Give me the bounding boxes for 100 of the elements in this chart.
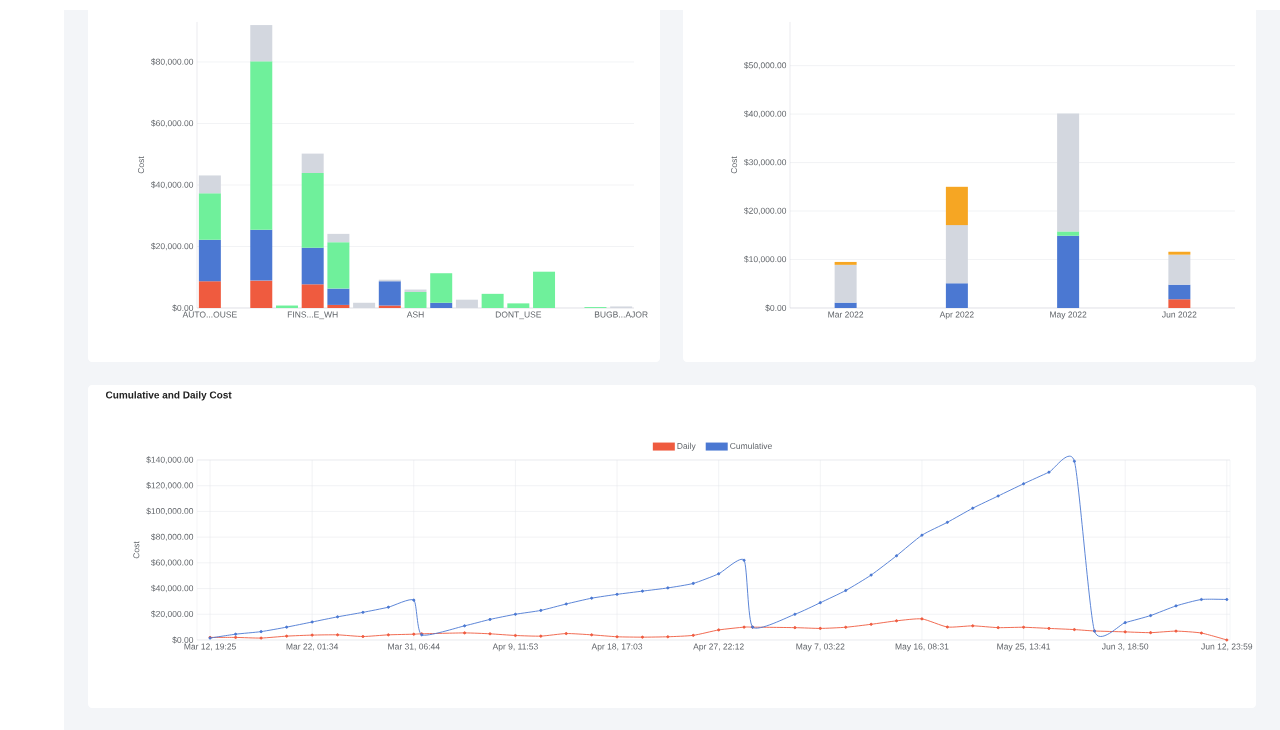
y-tick-label: $80,000.00 — [151, 58, 194, 66]
point — [793, 612, 797, 616]
x-tick-label: AUTO...OUSE — [182, 311, 237, 318]
point — [259, 636, 263, 640]
point — [463, 631, 467, 635]
point — [386, 633, 390, 637]
x-tick-label: Apr 27, 22:12 — [693, 643, 744, 652]
point — [691, 581, 695, 585]
point — [640, 635, 645, 639]
bar — [430, 273, 453, 303]
y-tick-label: $40,000.00 — [151, 584, 194, 593]
x-tick-label: Apr 9, 11:53 — [492, 643, 538, 652]
point — [996, 494, 1000, 498]
point — [691, 633, 695, 637]
point — [1047, 626, 1051, 630]
bar — [945, 186, 968, 226]
x-tick-label: BUGB...AJOR — [594, 311, 648, 318]
point — [1225, 638, 1229, 642]
point — [1047, 470, 1051, 474]
x-tick-label: Apr 2022 — [939, 311, 974, 320]
point — [971, 506, 975, 510]
y-tick-label: $20,000.00 — [744, 207, 787, 215]
bar — [404, 292, 427, 308]
bar — [301, 153, 324, 173]
bar — [1168, 254, 1191, 285]
x-tick-label: May 25, 13:41 — [997, 643, 1051, 652]
point — [590, 633, 594, 637]
point — [971, 624, 975, 628]
y-tick-label: $0.00 — [172, 304, 194, 312]
point — [1022, 625, 1026, 629]
x-tick-label: May 16, 08:31 — [895, 643, 949, 652]
bar — [1057, 113, 1080, 232]
bar — [250, 25, 273, 62]
x-tick-label: ASH — [406, 311, 424, 318]
point — [539, 608, 543, 612]
point — [513, 633, 517, 638]
bar — [301, 247, 324, 285]
point — [742, 558, 746, 562]
x-tick-label: Mar 12, 19:25 — [184, 643, 236, 651]
x-tick-label: DONT_USE — [495, 311, 542, 320]
bar — [1168, 251, 1191, 255]
point — [361, 610, 365, 614]
point — [539, 634, 543, 638]
y-tick-label: $60,000.00 — [151, 119, 194, 128]
y-tick-label: $120,000.00 — [146, 482, 194, 490]
point — [590, 596, 594, 600]
point — [310, 633, 314, 637]
x-tick-label: Mar 31, 06:44 — [388, 643, 440, 651]
y-tick-label: $30,000.00 — [744, 158, 787, 167]
point — [945, 520, 949, 524]
point — [996, 626, 1000, 630]
x-tick-label: FINS...E_WH — [287, 311, 338, 320]
point — [717, 572, 721, 576]
point — [894, 554, 899, 558]
bar — [834, 302, 857, 308]
point — [412, 632, 416, 636]
bar — [378, 281, 401, 306]
point — [920, 533, 924, 537]
bar — [507, 303, 530, 308]
point — [336, 633, 340, 637]
point — [615, 592, 619, 596]
bar — [250, 61, 273, 230]
y-tick-label: $40,000.00 — [744, 110, 787, 118]
y-tick-label: $60,000.00 — [151, 559, 194, 567]
point — [386, 605, 390, 609]
bar — [430, 302, 453, 308]
point — [742, 625, 746, 629]
point — [1072, 628, 1076, 632]
bar — [327, 233, 350, 243]
x-tick-label: Jun 12, 23:59 — [1201, 643, 1253, 651]
point — [285, 634, 289, 638]
point — [844, 588, 848, 593]
point — [844, 625, 848, 629]
point — [1072, 459, 1076, 463]
point — [310, 620, 314, 624]
point — [412, 598, 416, 602]
bar — [1057, 235, 1080, 308]
bar — [198, 239, 221, 282]
point — [869, 573, 873, 577]
bar — [1168, 299, 1191, 308]
y-axis-title: Cost — [731, 156, 738, 174]
legend-label: Cumulative — [730, 442, 772, 449]
point — [1123, 621, 1127, 625]
point — [1022, 482, 1026, 486]
point — [717, 628, 721, 632]
bar — [834, 261, 857, 265]
bar — [250, 229, 273, 281]
chart-title: Cumulative and Daily Cost — [105, 391, 232, 401]
point — [336, 615, 340, 619]
point — [1174, 629, 1178, 633]
point — [1199, 597, 1203, 602]
point — [259, 630, 263, 634]
y-tick-label: $10,000.00 — [744, 255, 787, 264]
point — [1174, 604, 1178, 608]
bar — [1168, 284, 1191, 300]
bar — [1057, 231, 1080, 236]
bar — [533, 271, 556, 308]
x-tick-label: Mar 22, 01:34 — [286, 643, 339, 651]
point — [1199, 631, 1203, 635]
point — [818, 626, 822, 630]
